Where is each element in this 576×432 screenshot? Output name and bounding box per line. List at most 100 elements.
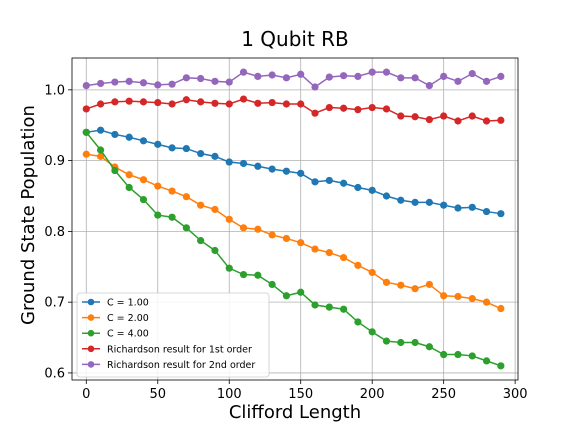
- data-point: [225, 78, 233, 86]
- x-tick-label: 50: [149, 387, 166, 402]
- data-point: [225, 215, 233, 223]
- data-point: [282, 292, 291, 300]
- data-point: [168, 187, 176, 195]
- data-point: [82, 105, 90, 113]
- data-point: [440, 72, 448, 80]
- data-point: [354, 72, 362, 80]
- data-point: [96, 126, 105, 134]
- legend-item: Richardson result for 1st order: [82, 344, 252, 355]
- data-point: [340, 253, 348, 262]
- data-point: [268, 280, 276, 289]
- data-point: [82, 150, 90, 158]
- legend-label: C = 4.00: [107, 329, 149, 340]
- data-point: [497, 362, 505, 370]
- data-point: [411, 198, 419, 206]
- data-point: [311, 301, 319, 309]
- series-5: [82, 68, 505, 91]
- data-point: [382, 68, 391, 76]
- data-point: [482, 298, 491, 306]
- data-point: [139, 137, 148, 145]
- data-point: [111, 78, 119, 86]
- data-point: [411, 285, 419, 293]
- x-tick-label: 300: [503, 387, 528, 402]
- x-tick-label: 250: [431, 387, 456, 402]
- data-point: [111, 130, 119, 139]
- data-point: [125, 77, 133, 85]
- data-point: [254, 99, 262, 107]
- legend-marker: [87, 329, 95, 337]
- data-point: [211, 152, 219, 160]
- data-point: [268, 71, 276, 79]
- data-point: [154, 182, 162, 190]
- data-point: [297, 100, 305, 108]
- legend-label: Richardson result for 1st order: [107, 344, 252, 355]
- data-point: [139, 98, 148, 106]
- data-point: [368, 103, 376, 112]
- series-4: [82, 95, 505, 125]
- data-point: [454, 204, 462, 212]
- legend-label: C = 1.00: [107, 298, 149, 309]
- data-point: [325, 73, 333, 81]
- data-point: [139, 176, 148, 184]
- data-point: [96, 100, 105, 108]
- data-point: [382, 337, 391, 345]
- data-point: [382, 105, 391, 113]
- data-point: [340, 72, 348, 80]
- data-point: [282, 100, 291, 108]
- data-point: [311, 83, 319, 91]
- y-tick-label: 0.7: [44, 296, 65, 311]
- data-point: [282, 234, 291, 243]
- data-point: [311, 109, 319, 117]
- x-tick-label: 200: [360, 387, 385, 402]
- x-tick-label: 100: [217, 387, 242, 402]
- data-point: [382, 278, 391, 286]
- data-point: [211, 246, 219, 255]
- data-point: [411, 74, 419, 82]
- data-point: [297, 169, 305, 177]
- data-point: [111, 166, 119, 175]
- data-point: [225, 158, 233, 166]
- data-point: [482, 77, 491, 85]
- axis-ticks: 0 50 100 150 200 250 300 0.6 0.7 0.8 0.9 1.0: [44, 83, 527, 402]
- data-point: [325, 303, 333, 311]
- legend-item: C = 4.00: [82, 329, 149, 340]
- data-point: [254, 225, 262, 233]
- data-point: [325, 249, 333, 257]
- data-point: [297, 288, 305, 296]
- series-1: [82, 126, 505, 218]
- data-point: [368, 186, 376, 194]
- data-point: [297, 239, 305, 247]
- data-point: [239, 159, 248, 168]
- y-tick-label: 0.8: [44, 225, 65, 240]
- data-point: [197, 149, 205, 158]
- legend-marker: [87, 361, 95, 368]
- data-point: [468, 203, 476, 211]
- data-point: [368, 68, 376, 76]
- data-point: [168, 100, 176, 108]
- data-point: [82, 128, 90, 136]
- data-point: [111, 98, 119, 106]
- x-tick-label: 0: [82, 387, 90, 402]
- data-point: [482, 357, 491, 365]
- data-point: [397, 112, 405, 120]
- data-point: [440, 350, 448, 359]
- legend-label: C = 2.00: [107, 313, 149, 324]
- data-point: [239, 270, 248, 279]
- data-point: [239, 224, 248, 232]
- data-point: [211, 77, 219, 85]
- data-point: [425, 198, 433, 206]
- data-point: [182, 144, 190, 153]
- data-point: [354, 261, 362, 269]
- data-point: [154, 98, 162, 107]
- data-point: [368, 268, 376, 277]
- data-point: [425, 115, 433, 124]
- y-tick-label: 1.0: [44, 83, 65, 98]
- data-point: [440, 292, 448, 300]
- data-point: [468, 112, 476, 120]
- data-point: [239, 68, 248, 76]
- data-point: [211, 99, 219, 107]
- data-point: [354, 106, 362, 114]
- chart-title: 1 Qubit RB: [241, 27, 349, 51]
- data-point: [440, 201, 448, 209]
- data-point: [197, 236, 205, 245]
